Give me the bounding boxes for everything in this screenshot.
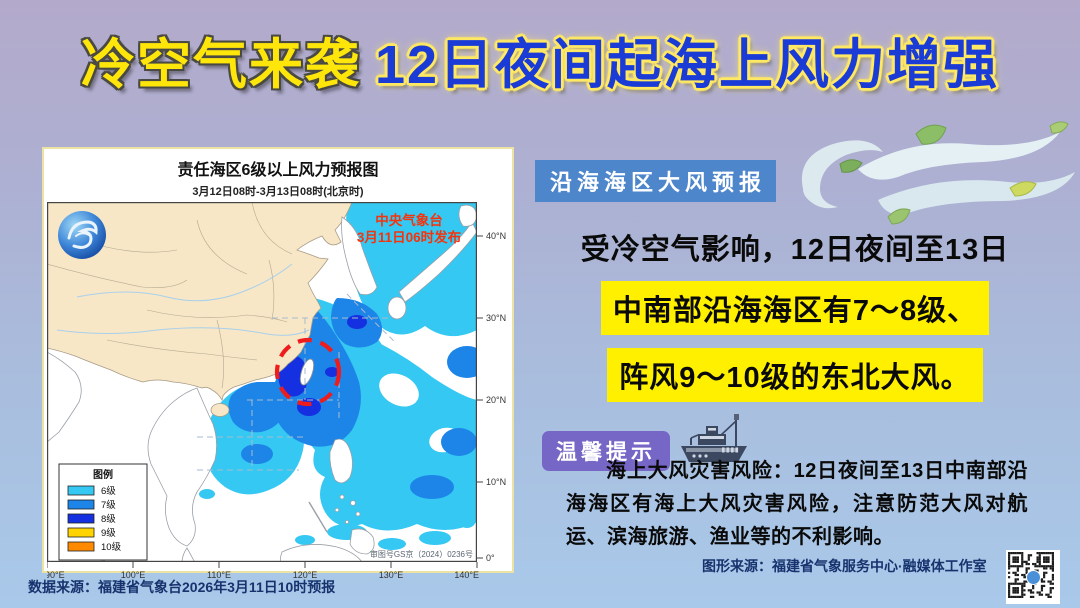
svg-text:3月11日06时发布: 3月11日06时发布 bbox=[357, 229, 461, 245]
neighbouring-lands bbox=[47, 204, 477, 562]
title-highlight: 冷空气来袭 bbox=[80, 35, 361, 95]
forecast-intro: 受冷空气影响，12日夜间至13日 bbox=[580, 234, 1010, 266]
legend-title: 图例 bbox=[93, 468, 113, 481]
rivers bbox=[56, 263, 310, 336]
svg-text:120°E: 120°E bbox=[293, 570, 318, 580]
palawan-island bbox=[308, 501, 328, 533]
map-subtitle: 3月12日08时-3月13日08时(北京时) bbox=[192, 186, 364, 198]
svg-text:130°E: 130°E bbox=[379, 570, 404, 580]
svg-text:7级: 7级 bbox=[101, 499, 116, 511]
svg-text:0°: 0° bbox=[486, 553, 495, 563]
svg-text:30°N: 30°N bbox=[486, 313, 506, 323]
zone-boundaries bbox=[197, 293, 396, 471]
title-main: 12日夜间起海上风力增强 bbox=[374, 35, 1000, 95]
forecast-highlight-line1: 中南部沿海海区有7～8级、 bbox=[528, 281, 1062, 335]
china-landmass bbox=[47, 202, 353, 402]
forecast-highlight-line2: 阵风9～10级的东北大风。 bbox=[528, 348, 1062, 402]
svg-text:10°N: 10°N bbox=[486, 477, 506, 487]
issuer-text: 中央气象台 3月11日06时发布 bbox=[357, 212, 461, 245]
svg-text:90°E: 90°E bbox=[47, 570, 65, 580]
svg-text:9级: 9级 bbox=[101, 527, 116, 539]
tips-badge: 温馨提示 bbox=[542, 431, 670, 471]
hainan-island bbox=[210, 403, 230, 417]
leaf-icons bbox=[839, 121, 1069, 225]
graphic-source-text: 图形来源：福建省气象服务中心·融媒体工作室 bbox=[702, 558, 987, 574]
map-legend: 图例 6级 7级 8级 9级 10级 bbox=[58, 463, 148, 561]
map-frame bbox=[47, 202, 477, 562]
map-approval-number: 审图号GS京（2024）0236号 bbox=[370, 549, 473, 559]
lat-axis-labels: 40°N 30°N 20°N 10°N 0° bbox=[486, 231, 506, 563]
legend-swatch bbox=[67, 527, 95, 538]
forecast-text-block: 受冷空气影响，12日夜间至13日 中南部沿海海区有7～8级、 阵风9～10级的东… bbox=[528, 226, 1062, 402]
svg-text:6级: 6级 bbox=[101, 485, 116, 497]
coastal-wind-forecast-badge: 沿海海区大风预报 bbox=[535, 160, 777, 202]
page-title: 冷空气来袭 12日夜间起海上风力增强 bbox=[0, 20, 1080, 99]
tips-body-text: 海上大风灾害风险：12日夜间至13日中南部沿海海区有海上大风灾害风险，注意防范大… bbox=[566, 460, 1028, 548]
map-title: 责任海区6级以上风力预报图 bbox=[177, 162, 379, 179]
svg-text:20°N: 20°N bbox=[486, 395, 506, 405]
qr-code bbox=[1006, 550, 1060, 604]
qr-center-logo bbox=[1025, 569, 1041, 585]
svg-text:40°N: 40°N bbox=[486, 231, 506, 241]
svg-text:10级: 10级 bbox=[101, 541, 122, 553]
svg-text:100°E: 100°E bbox=[121, 570, 146, 580]
ship-icon bbox=[681, 414, 747, 462]
svg-text:140°E: 140°E bbox=[454, 570, 479, 580]
svg-text:中央气象台: 中央气象台 bbox=[375, 212, 443, 228]
data-source-text: 数据来源：福建省气象台2026年3月11日10时预报 bbox=[28, 579, 336, 595]
svg-text:8级: 8级 bbox=[101, 513, 116, 525]
legend-swatch bbox=[67, 485, 95, 496]
alert-circle bbox=[274, 337, 342, 407]
wind-forecast-map-card: 责任海区6级以上风力预报图 3月12日08时-3月13日08时(北京时) bbox=[42, 147, 514, 580]
lon-axis-labels: 90°E 100°E 110°E 120°E 130°E 140°E bbox=[47, 570, 479, 580]
taiwan-island bbox=[299, 358, 315, 386]
meteo-agency-logo bbox=[58, 211, 106, 259]
wind-forecast-map: 中央气象台 3月11日06时发布 审图号GS京（2024）0236号 图例 6级… bbox=[47, 202, 506, 580]
legend-swatch bbox=[67, 541, 95, 552]
legend-swatch bbox=[67, 499, 95, 510]
svg-text:110°E: 110°E bbox=[207, 570, 231, 580]
legend-swatch bbox=[67, 513, 95, 524]
wind-swirl-icon bbox=[801, 121, 1075, 225]
axis-ticks bbox=[47, 235, 483, 568]
